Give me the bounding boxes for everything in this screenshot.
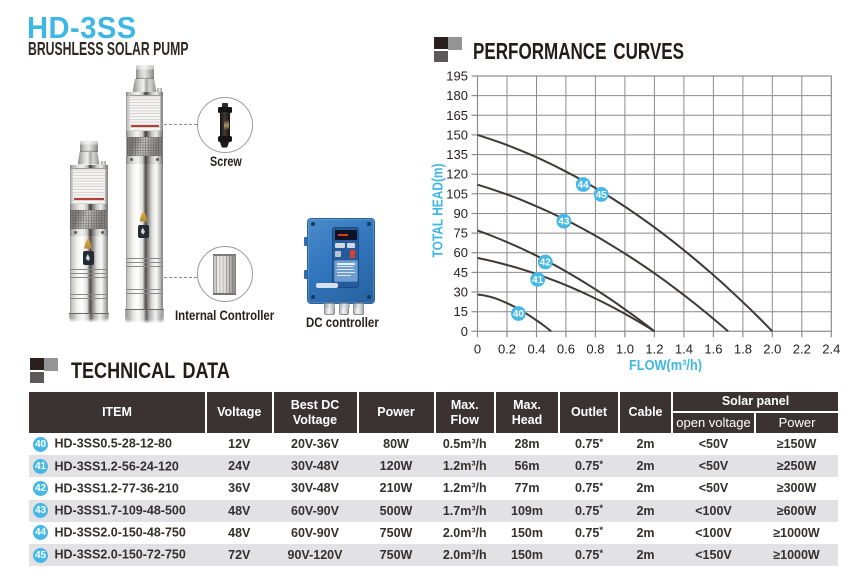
svg-text:0: 0 (461, 324, 468, 339)
svg-text:0.8: 0.8 (586, 341, 604, 356)
svg-text:45: 45 (596, 190, 608, 201)
svg-text:0.2: 0.2 (498, 341, 516, 356)
svg-text:75: 75 (454, 226, 468, 241)
svg-text:FLOW(m³/h): FLOW(m³/h) (629, 358, 702, 372)
svg-text:15: 15 (454, 304, 468, 319)
svg-text:TOTAL HEAD(m): TOTAL HEAD(m) (431, 163, 447, 257)
svg-text:44: 44 (578, 180, 590, 191)
svg-text:1.2: 1.2 (645, 341, 663, 356)
svg-text:2.4: 2.4 (822, 341, 840, 356)
svg-text:2.0: 2.0 (763, 341, 781, 356)
svg-text:43: 43 (558, 217, 570, 228)
svg-text:195: 195 (446, 69, 468, 84)
svg-text:1.4: 1.4 (675, 341, 693, 356)
svg-text:30: 30 (454, 285, 468, 300)
svg-text:150: 150 (446, 127, 468, 142)
svg-text:0: 0 (474, 341, 481, 356)
svg-text:45: 45 (454, 265, 468, 280)
svg-text:135: 135 (446, 147, 468, 162)
svg-text:105: 105 (446, 186, 468, 201)
svg-text:165: 165 (446, 108, 468, 123)
svg-text:42: 42 (540, 257, 552, 268)
svg-text:0.4: 0.4 (527, 341, 545, 356)
svg-text:2.2: 2.2 (793, 341, 811, 356)
svg-text:1.8: 1.8 (734, 341, 752, 356)
svg-text:40: 40 (513, 309, 525, 320)
svg-text:180: 180 (446, 88, 468, 103)
svg-text:1.6: 1.6 (704, 341, 722, 356)
svg-text:90: 90 (454, 206, 468, 221)
svg-text:60: 60 (454, 245, 468, 260)
svg-text:1.0: 1.0 (616, 341, 634, 356)
svg-text:41: 41 (532, 275, 544, 286)
svg-text:120: 120 (446, 167, 468, 182)
svg-text:0.6: 0.6 (557, 341, 575, 356)
